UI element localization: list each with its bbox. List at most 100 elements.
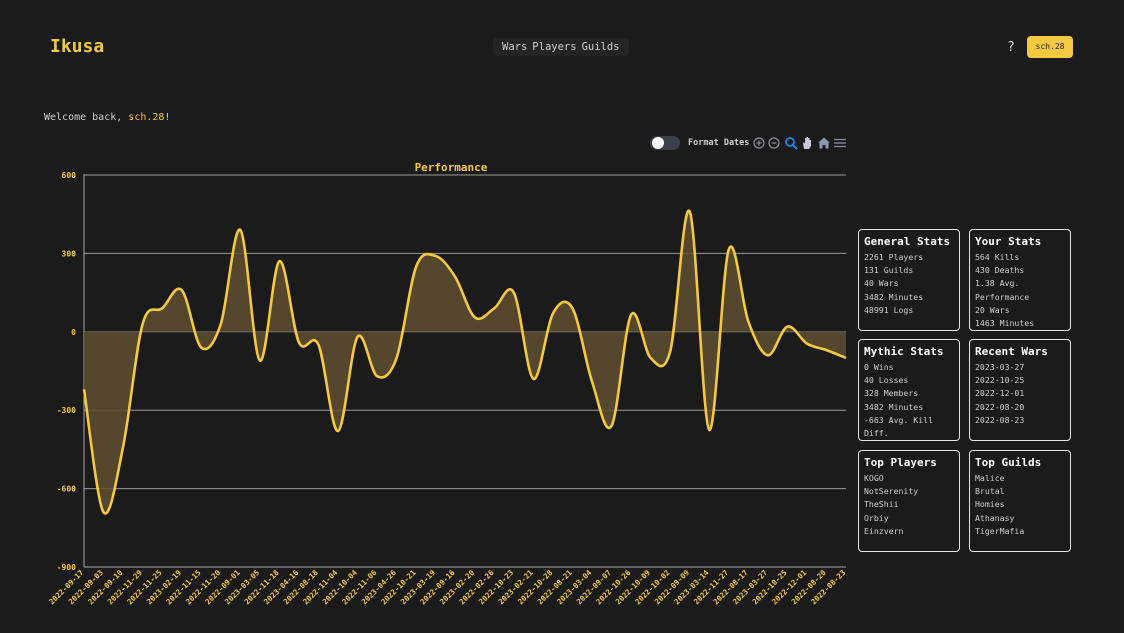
card-line[interactable]: KOGO [864,473,884,483]
card-line[interactable]: Malice [975,473,1005,483]
data-point[interactable] [511,290,517,296]
help-button[interactable]: ? [1007,40,1015,55]
card-line[interactable]: 2022-10-25 [975,375,1025,386]
data-point[interactable] [140,321,146,327]
y-tick-label: -900 [57,563,76,572]
pan-icon[interactable] [800,136,814,150]
data-point[interactable] [394,355,400,361]
data-point[interactable] [726,246,732,252]
data-point[interactable] [335,428,341,434]
card-title: Recent Wars [975,345,1048,358]
card-line[interactable]: Orbiy [864,512,889,523]
data-point[interactable] [120,444,126,450]
y-tick-label: 600 [62,171,77,180]
card-line: 40 Losses [864,375,909,386]
data-point[interactable] [843,355,849,361]
card-line: 1.38 Avg. [975,278,1020,289]
toggle-knob [652,137,664,149]
card-title: Mythic Stats [864,345,944,358]
y-tick-label: -600 [57,485,76,494]
card-line: 3482 Minutes [864,291,924,302]
data-point[interactable] [550,311,556,317]
y-tick-label: -300 [57,406,76,415]
y-tick-label: 300 [62,249,77,258]
welcome-suffix: ! [164,112,171,123]
data-point[interactable] [472,314,478,320]
card-line[interactable]: 2022-08-23 [975,414,1025,425]
card-line[interactable]: TheShii [864,499,899,510]
data-point[interactable] [609,423,615,429]
app-logo[interactable]: Ikusa [50,36,105,57]
data-point[interactable] [667,348,673,354]
data-point[interactable] [276,258,282,264]
nav-guilds[interactable]: Guilds [581,41,620,53]
card-line: 131 Guilds [864,265,914,276]
data-point[interactable] [101,509,107,515]
data-point[interactable] [706,427,712,433]
card-mythic: Mythic Stats 0 Wins 40 Losses 328 Members 34… [858,339,960,441]
y-tick-label: 0 [71,328,76,337]
format-dates-toggle[interactable] [650,136,680,150]
card-line: 48991 Logs [864,304,914,315]
card-players: Top Players KOGO NotSerenity TheShii Orbiy Ei… [858,450,960,552]
card-line[interactable]: Brutal [975,486,1005,497]
card-line: 20 Wars [975,304,1010,315]
card-line: 0 Wins [864,362,894,372]
data-point[interactable] [257,358,263,364]
card-title: Your Stats [975,235,1042,248]
data-point[interactable] [296,339,302,345]
card-line[interactable]: Einzvern [864,525,904,536]
data-point[interactable] [784,324,790,330]
card-guilds: Top Guilds Malice Brutal Homies Athanasy Tige… [969,450,1071,552]
card-your: Your Stats 564 Kills 430 Deaths 1.38 Avg. Pe… [969,229,1071,331]
nav-players[interactable]: Players [532,41,577,53]
card-line[interactable]: TigerMafia [975,525,1025,536]
card-line[interactable]: 2022-08-20 [975,401,1025,412]
data-point[interactable] [687,209,693,215]
menu-icon[interactable] [833,136,847,150]
user-button[interactable]: sch.28 [1027,36,1073,58]
data-point[interactable] [530,376,536,382]
data-point[interactable] [374,373,380,379]
data-point[interactable] [569,305,575,311]
data-point[interactable] [237,227,243,233]
card-line[interactable]: NotSerenity [864,486,919,497]
data-point[interactable] [198,344,204,350]
data-point[interactable] [765,352,771,358]
data-point[interactable] [628,312,634,318]
card-line[interactable]: Athanasy [975,512,1015,523]
card-line: Diff. [864,428,889,439]
chart-title: Performance [415,161,488,174]
card-line[interactable]: 2022-12-01 [975,388,1025,399]
card-line[interactable]: 2023-03-27 [975,362,1025,372]
welcome-prefix: Welcome back, [44,112,129,123]
card-title: Top Players [864,456,937,469]
card-line: -663 Avg. Kill [864,414,934,425]
data-point[interactable] [491,305,497,311]
data-point[interactable] [823,347,829,353]
data-point[interactable] [315,342,321,348]
data-point[interactable] [452,274,458,280]
home-icon[interactable] [817,136,831,150]
data-point[interactable] [218,321,224,327]
welcome-username: sch.28 [128,112,165,123]
data-point[interactable] [179,287,185,293]
data-point[interactable] [745,318,751,324]
data-point[interactable] [355,334,361,340]
card-title: General Stats [864,235,951,248]
data-point[interactable] [589,378,595,384]
card-line[interactable]: Homies [975,499,1005,510]
format-dates-label: Format Dates [688,138,750,148]
data-point[interactable] [433,253,439,259]
data-point[interactable] [804,341,810,347]
zoom-in-icon[interactable] [752,136,766,150]
zoom-out-icon[interactable] [767,136,781,150]
data-point[interactable] [159,305,165,311]
zoom-select-icon[interactable] [784,136,798,150]
nav-wars[interactable]: Wars [502,41,528,53]
data-point[interactable] [413,263,419,269]
card-line: 2261 Players [864,252,924,262]
data-point[interactable] [81,386,87,392]
data-point[interactable] [648,355,654,361]
